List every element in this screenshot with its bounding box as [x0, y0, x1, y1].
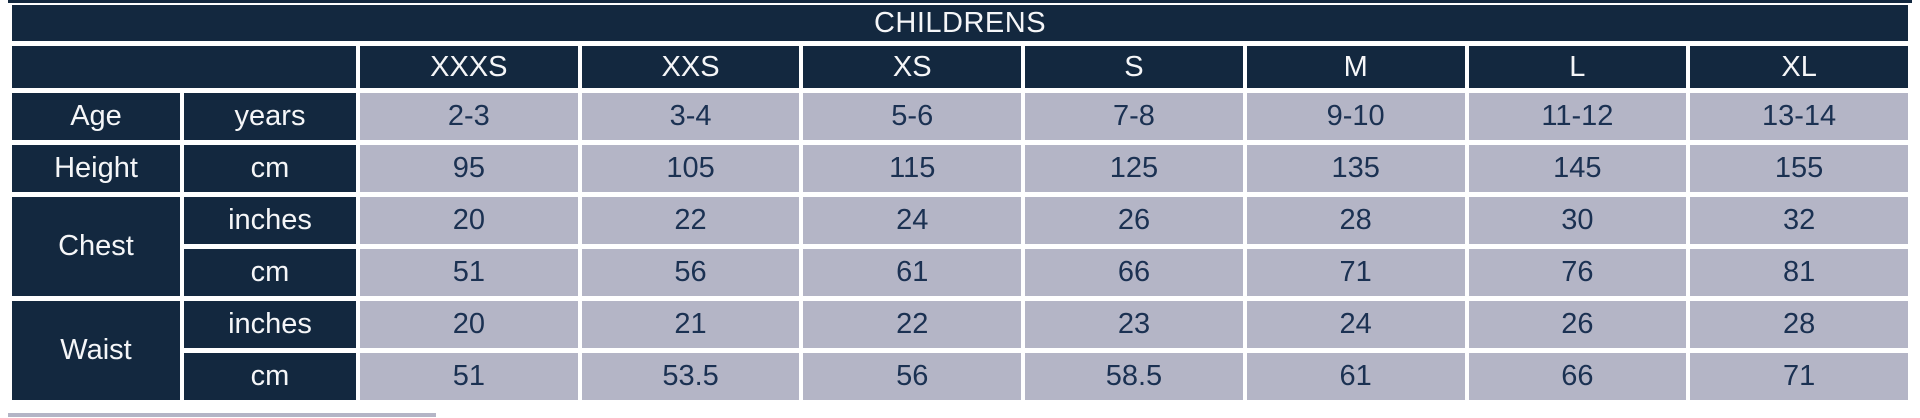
unit-cell-chest-inches: inches [184, 197, 356, 244]
value-cell-chest-cm-l: 76 [1468, 249, 1687, 296]
title-row: CHILDRENS [12, 5, 1908, 41]
value-cell-age-s: 7-8 [1025, 93, 1243, 140]
value-cell-age-xs: 5-6 [803, 93, 1022, 140]
value-cell-chest-in-xxxs: 20 [360, 197, 578, 244]
value-cell-chest-in-xl: 32 [1690, 197, 1908, 244]
value-cell-height-m: 135 [1246, 145, 1465, 192]
value-cell-height-s: 125 [1025, 145, 1243, 192]
value-cell-chest-in-m: 28 [1246, 197, 1465, 244]
unit-cell-waist-cm: cm [184, 353, 356, 400]
value-cell-waist-in-xxs: 21 [581, 301, 800, 348]
value-cell-waist-cm-l: 66 [1468, 353, 1687, 400]
unit-cell-height-cm: cm [184, 145, 356, 192]
value-cell-waist-cm-s: 58.5 [1025, 353, 1243, 400]
chest-cm-row: cm 51 56 61 66 71 76 81 [12, 249, 1908, 296]
value-cell-chest-cm-xl: 81 [1690, 249, 1908, 296]
corner-cell [12, 46, 356, 88]
height-row: Height cm 95 105 115 125 135 145 155 [12, 145, 1908, 192]
value-cell-chest-in-s: 26 [1025, 197, 1243, 244]
value-cell-chest-cm-s: 66 [1025, 249, 1243, 296]
top-border-strip [8, 0, 1912, 3]
unit-cell-chest-cm: cm [184, 249, 356, 296]
value-cell-waist-in-s: 23 [1025, 301, 1243, 348]
value-cell-age-xxs: 3-4 [581, 93, 800, 140]
size-header-l: L [1468, 46, 1687, 88]
value-cell-chest-cm-xxxs: 51 [360, 249, 578, 296]
value-cell-height-xxs: 105 [581, 145, 800, 192]
cutoff-element-strip [8, 413, 436, 417]
value-cell-waist-cm-xl: 71 [1690, 353, 1908, 400]
size-header-s: S [1025, 46, 1243, 88]
value-cell-chest-in-xs: 24 [803, 197, 1022, 244]
size-header-row: XXXS XXS XS S M L XL [12, 46, 1908, 88]
value-cell-waist-cm-xxxs: 51 [360, 353, 578, 400]
size-header-m: M [1246, 46, 1465, 88]
childrens-size-chart-table: CHILDRENS XXXS XXS XS S M L XL Age years… [8, 0, 1912, 405]
row-label-waist: Waist [12, 301, 180, 400]
size-header-xxs: XXS [581, 46, 800, 88]
value-cell-waist-in-xxxs: 20 [360, 301, 578, 348]
value-cell-waist-in-xs: 22 [803, 301, 1022, 348]
value-cell-height-xl: 155 [1690, 145, 1908, 192]
size-header-xl: XL [1690, 46, 1908, 88]
value-cell-age-l: 11-12 [1468, 93, 1687, 140]
unit-cell-age-years: years [184, 93, 356, 140]
row-label-height: Height [12, 145, 180, 192]
row-label-age: Age [12, 93, 180, 140]
value-cell-age-xl: 13-14 [1690, 93, 1908, 140]
size-header-xs: XS [803, 46, 1022, 88]
value-cell-chest-in-l: 30 [1468, 197, 1687, 244]
value-cell-chest-in-xxs: 22 [581, 197, 800, 244]
table-title: CHILDRENS [12, 5, 1908, 41]
size-header-xxxs: XXXS [360, 46, 578, 88]
value-cell-waist-cm-m: 61 [1246, 353, 1465, 400]
value-cell-waist-in-xl: 28 [1690, 301, 1908, 348]
unit-cell-waist-inches: inches [184, 301, 356, 348]
value-cell-waist-cm-xs: 56 [803, 353, 1022, 400]
value-cell-age-xxxs: 2-3 [360, 93, 578, 140]
value-cell-waist-cm-xxs: 53.5 [581, 353, 800, 400]
value-cell-height-l: 145 [1468, 145, 1687, 192]
chest-inches-row: Chest inches 20 22 24 26 28 30 32 [12, 197, 1908, 296]
value-cell-chest-cm-xxs: 56 [581, 249, 800, 296]
age-row: Age years 2-3 3-4 5-6 7-8 9-10 11-12 13-… [12, 93, 1908, 140]
waist-inches-row: Waist inches 20 21 22 23 24 26 28 [12, 301, 1908, 400]
value-cell-waist-in-l: 26 [1468, 301, 1687, 348]
row-label-chest: Chest [12, 197, 180, 296]
value-cell-height-xxxs: 95 [360, 145, 578, 192]
value-cell-chest-cm-xs: 61 [803, 249, 1022, 296]
value-cell-age-m: 9-10 [1246, 93, 1465, 140]
value-cell-chest-cm-m: 71 [1246, 249, 1465, 296]
waist-cm-row: cm 51 53.5 56 58.5 61 66 71 [12, 353, 1908, 400]
value-cell-height-xs: 115 [803, 145, 1022, 192]
value-cell-waist-in-m: 24 [1246, 301, 1465, 348]
